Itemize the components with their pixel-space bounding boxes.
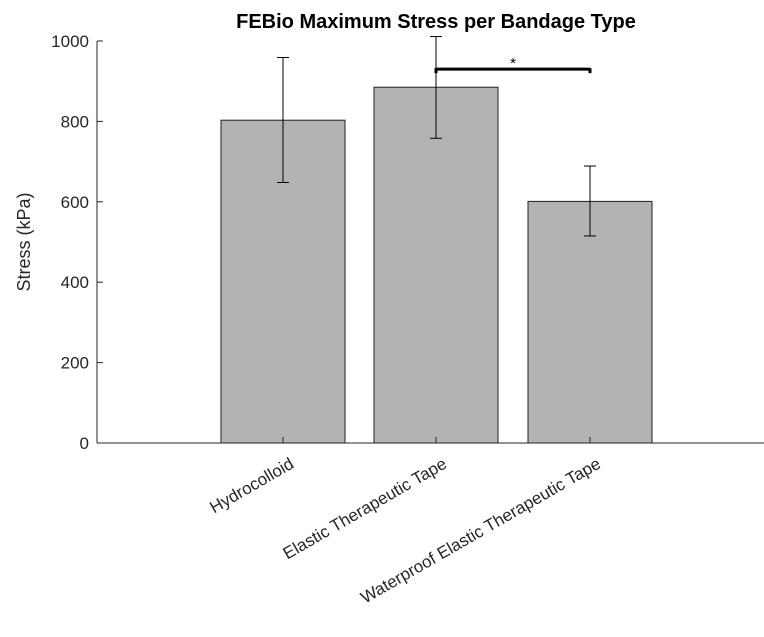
y-tick-label: 1000 <box>51 32 89 51</box>
y-tick-label: 0 <box>80 434 89 453</box>
x-tick-label: Waterproof Elastic Therapeutic Tape <box>357 454 604 607</box>
y-tick-label: 600 <box>61 193 89 212</box>
chart-title: FEBio Maximum Stress per Bandage Type <box>236 11 636 33</box>
significance-marker: * <box>510 55 516 72</box>
y-tick-label: 200 <box>61 354 89 373</box>
y-tick-label: 400 <box>61 273 89 292</box>
x-tick-label: Elastic Therapeutic Tape <box>280 454 450 563</box>
x-tick-label: Hydrocolloid <box>206 454 297 517</box>
y-tick-label: 800 <box>61 112 89 131</box>
bar <box>373 86 499 444</box>
bar <box>527 200 653 444</box>
y-axis-label: Stress (kPa) <box>14 192 34 291</box>
